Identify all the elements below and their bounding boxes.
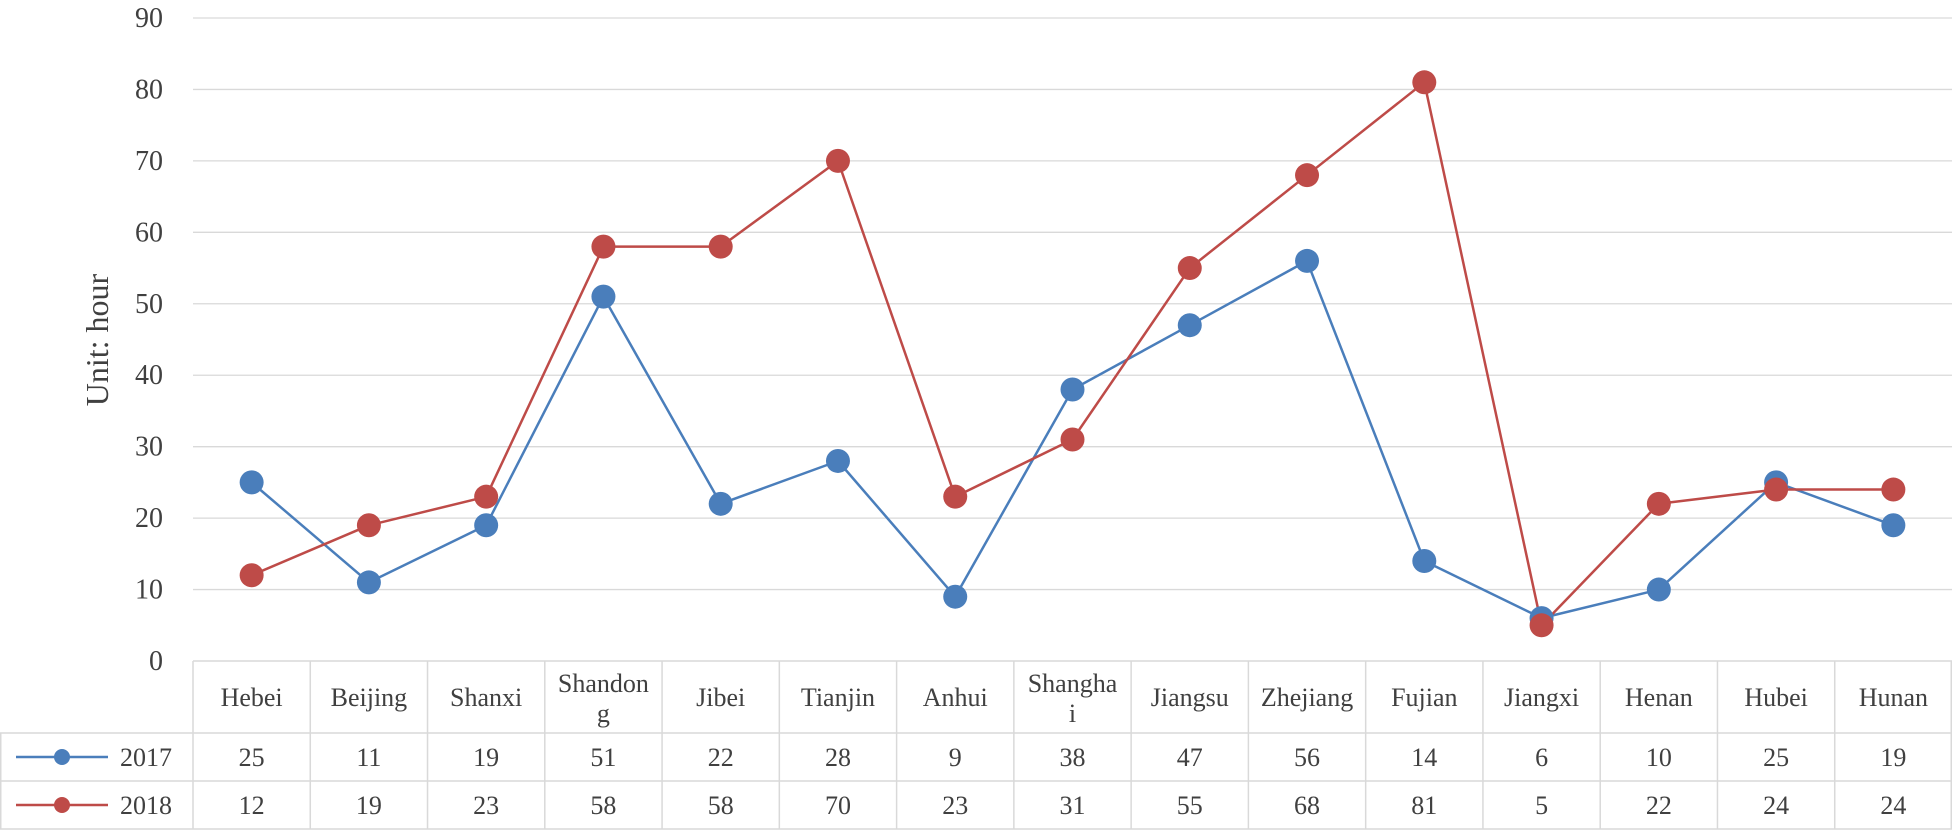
category-label: Fujian xyxy=(1391,683,1457,712)
legend-series-name: 2018 xyxy=(120,791,172,820)
legend-marker xyxy=(54,749,70,765)
table-value: 6 xyxy=(1535,743,1548,772)
category-label: Hunan xyxy=(1859,683,1928,712)
series-points xyxy=(239,70,1906,638)
table-value: 55 xyxy=(1177,791,1203,820)
table-value: 51 xyxy=(590,743,616,772)
data-point-2017 xyxy=(825,448,850,473)
data-point-2017 xyxy=(474,513,499,538)
table-value: 22 xyxy=(1646,791,1672,820)
data-table: Hebei Beijing Shanxi Shandon g Jibei Tianjin An… xyxy=(0,660,1952,830)
table-value: 56 xyxy=(1294,743,1320,772)
category-label: Henan xyxy=(1625,683,1693,712)
table-value: 23 xyxy=(473,791,499,820)
table-value: 5 xyxy=(1535,791,1548,820)
table-value: 25 xyxy=(239,743,265,772)
data-point-2018 xyxy=(1881,477,1906,502)
data-point-2018 xyxy=(1412,70,1437,95)
y-tick-label: 10 xyxy=(135,575,163,606)
data-point-2018 xyxy=(1295,163,1320,188)
y-tick-label: 0 xyxy=(149,646,163,677)
category-label: Shanxi xyxy=(450,683,522,712)
category-label: Anhui xyxy=(923,683,988,712)
legend-series-name: 2017 xyxy=(120,743,172,772)
data-point-2018 xyxy=(1764,477,1789,502)
table-value: 47 xyxy=(1177,743,1203,772)
legend-marker xyxy=(54,797,70,813)
table-value: 25 xyxy=(1763,743,1789,772)
data-point-2018 xyxy=(1177,256,1202,281)
data-point-2017 xyxy=(1177,313,1202,338)
data-point-2018 xyxy=(1060,427,1085,452)
y-tick-label: 40 xyxy=(135,360,163,391)
category-label: Jibei xyxy=(696,683,745,712)
table-value: 70 xyxy=(825,791,851,820)
data-point-2017 xyxy=(1881,513,1906,538)
data-point-2018 xyxy=(1646,491,1671,516)
data-point-2017 xyxy=(943,584,968,609)
data-point-2017 xyxy=(591,284,616,309)
category-label-line: Shandon xyxy=(558,669,649,698)
table-value: 14 xyxy=(1411,743,1437,772)
table-value: 24 xyxy=(1880,791,1906,820)
data-point-2017 xyxy=(708,491,733,516)
category-label: Zhejiang xyxy=(1261,683,1353,712)
category-label: Hubei xyxy=(1744,683,1808,712)
category-label: Shandon g xyxy=(558,669,649,728)
category-label-line: g xyxy=(597,699,610,728)
y-tick-label: 30 xyxy=(135,432,163,463)
data-point-2017 xyxy=(1646,577,1671,602)
table-value: 11 xyxy=(356,743,381,772)
data-point-2018 xyxy=(474,484,499,509)
category-label: Jiangsu xyxy=(1151,683,1229,712)
table-value: 9 xyxy=(949,743,962,772)
table-value: 22 xyxy=(708,743,734,772)
data-point-2018 xyxy=(825,148,850,173)
y-tick-label: 50 xyxy=(135,289,163,320)
table-value: 28 xyxy=(825,743,851,772)
data-point-2018 xyxy=(591,234,616,259)
category-label-line: i xyxy=(1069,699,1076,728)
series-line-2018 xyxy=(251,81,1894,627)
table-value: 19 xyxy=(473,743,499,772)
table-value: 31 xyxy=(1060,791,1086,820)
data-point-2017 xyxy=(356,570,381,595)
table-value: 10 xyxy=(1646,743,1672,772)
data-point-2018 xyxy=(943,484,968,509)
table-value: 68 xyxy=(1294,791,1320,820)
data-point-2017 xyxy=(239,470,264,495)
y-tick-label: 90 xyxy=(135,3,163,34)
y-tick-label: 70 xyxy=(135,146,163,177)
table-value: 58 xyxy=(590,791,616,820)
data-point-2018 xyxy=(708,234,733,259)
table-value: 24 xyxy=(1763,791,1789,820)
data-point-2018 xyxy=(239,563,264,588)
table-value: 12 xyxy=(239,791,265,820)
table-value: 81 xyxy=(1411,791,1437,820)
category-label: Jiangxi xyxy=(1504,683,1579,712)
data-point-2017 xyxy=(1295,248,1320,273)
table-value: 19 xyxy=(356,791,382,820)
data-point-2018 xyxy=(356,513,381,538)
category-label: Hebei xyxy=(221,683,283,712)
data-point-2017 xyxy=(1412,548,1437,573)
series-lines xyxy=(250,81,1894,627)
y-tick-label: 80 xyxy=(135,74,163,105)
category-label: Shangha i xyxy=(1028,669,1118,728)
table-value: 23 xyxy=(942,791,968,820)
category-label: Tianjin xyxy=(801,683,875,712)
y-tick-label: 60 xyxy=(135,217,163,248)
table-value: 58 xyxy=(708,791,734,820)
category-label-line: Shangha xyxy=(1028,669,1118,698)
y-axis-label: Unit: hour xyxy=(79,273,115,406)
y-tick-label: 20 xyxy=(135,503,163,534)
category-label: Beijing xyxy=(331,683,408,712)
y-axis-ticks: 0 10 20 30 40 50 60 70 80 90 xyxy=(135,3,163,677)
data-point-2017 xyxy=(1060,377,1085,402)
data-point-2018 xyxy=(1529,613,1554,638)
table-value: 19 xyxy=(1880,743,1906,772)
table-value: 38 xyxy=(1060,743,1086,772)
